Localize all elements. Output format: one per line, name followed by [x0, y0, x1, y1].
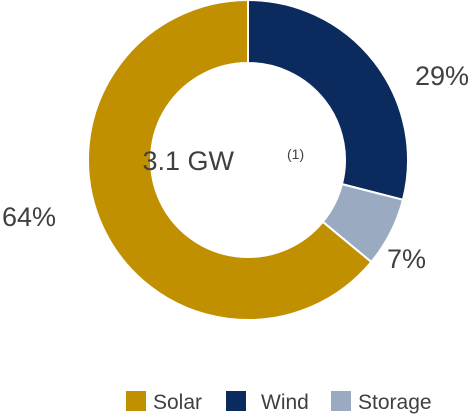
legend-label-solar: Solar [153, 391, 202, 414]
slice-solar [87, 0, 373, 321]
donut-slices [87, 0, 409, 321]
legend-label-wind: Wind [261, 391, 309, 414]
legend-swatch-storage [331, 391, 351, 411]
wind-percent-label: 29% [415, 61, 469, 91]
legend-label-storage: Storage [358, 391, 432, 414]
slice-wind [247, 0, 409, 202]
legend-swatch-wind [226, 391, 246, 411]
solar-percent-label: 64% [2, 202, 56, 232]
legend-swatch-solar [126, 391, 146, 411]
chart-legend: Solar Wind Storage [126, 391, 432, 414]
center-total-label: 3.1 GW [142, 146, 234, 176]
center-footnote-marker: (1) [287, 146, 304, 162]
storage-percent-label: 7% [387, 244, 426, 274]
